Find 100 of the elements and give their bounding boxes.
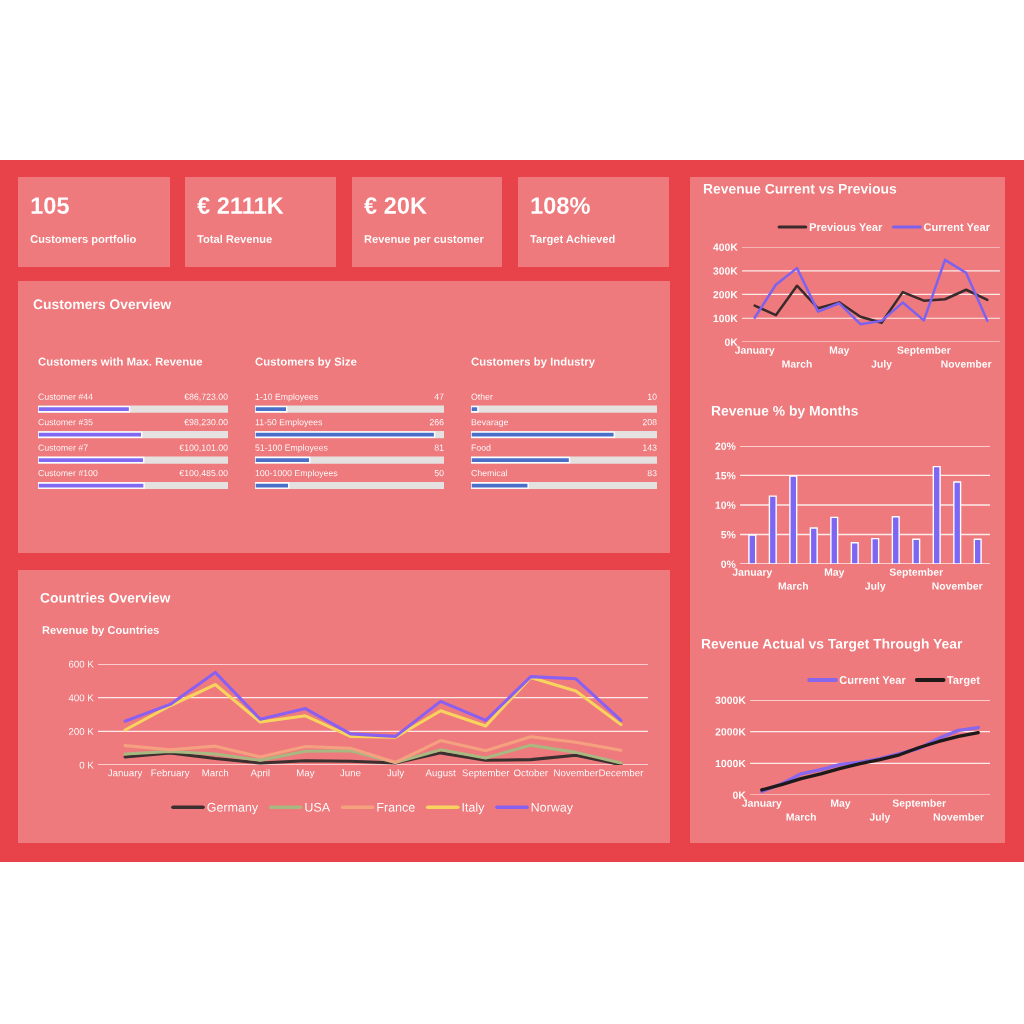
line-series [123, 751, 623, 765]
y-tick-label: 0 K [79, 761, 94, 769]
text: Target Achieved [530, 234, 615, 246]
text: Customers portfolio [30, 234, 136, 246]
chart-title: Customers by Industry [471, 357, 595, 368]
chart-title: Revenue Current vs Previous [703, 183, 897, 194]
x-tick-label: September [892, 799, 946, 809]
x-tick-label: January [741, 799, 782, 809]
x-tick-label: November [941, 360, 992, 368]
data-label: 10 [647, 393, 657, 400]
y-tick-label: Other [471, 393, 493, 400]
x-tick-label: March [778, 582, 808, 590]
data-label: 50 [434, 469, 444, 477]
y-tick-label: 10% [715, 501, 736, 509]
y-tick-label: 300K [713, 267, 738, 275]
chart-title: Revenue % by Months [711, 405, 858, 419]
data-label: €100,485.00 [179, 469, 228, 478]
y-tick-label: 5% [721, 531, 736, 539]
x-tick-label: November [933, 813, 984, 821]
data-label: €98,230.00 [184, 419, 228, 427]
legend-label: Target [946, 676, 980, 687]
legend-label: Current Year [839, 676, 906, 684]
y-tick-label: Customer #35 [38, 419, 93, 426]
data-label: 266 [429, 419, 444, 426]
x-tick-label: October [513, 769, 548, 777]
x-tick-label: May [829, 346, 850, 356]
bar [255, 456, 311, 464]
x-tick-label: March [202, 769, 229, 777]
y-tick-label: 0% [721, 560, 736, 568]
chart-title: Revenue Actual vs Target Through Year [701, 638, 963, 652]
y-tick-label: 600 K [68, 660, 94, 668]
x-tick-label: January [732, 568, 773, 578]
legend-label: Previous Year [809, 222, 883, 231]
x-tick-label: September [897, 346, 951, 356]
x-tick-label: March [786, 813, 816, 821]
y-tick-label: 51-100 Employees [255, 444, 328, 453]
legend-label: Current Year [923, 223, 990, 231]
chart-title: Customers by Size [255, 357, 357, 368]
bar [255, 405, 288, 413]
y-tick-label: 400K [713, 243, 738, 251]
x-tick-label: January [734, 346, 775, 356]
text: € 20K [364, 197, 427, 214]
x-tick-label: July [864, 582, 886, 592]
x-tick-label: July [387, 769, 405, 779]
x-tick-label: December [599, 769, 644, 777]
data-label: 81 [434, 444, 444, 451]
legend-label: Norway [531, 802, 573, 815]
text: Revenue per customer [364, 235, 484, 246]
legend-label: Germany [207, 802, 259, 815]
x-tick-label: April [250, 769, 270, 779]
data-label: €86,723.00 [184, 393, 228, 401]
data-label: 47 [434, 393, 444, 400]
line-series [753, 258, 989, 326]
x-tick-label: July [869, 813, 891, 823]
text: Customers Overview [33, 299, 172, 310]
y-tick-label: 3000K [715, 696, 746, 704]
y-tick-label: 20% [715, 442, 736, 450]
x-tick-label: February [151, 769, 190, 779]
x-tick-label: May [296, 769, 315, 779]
y-tick-label: 200 K [68, 728, 94, 735]
text: € 2111K [197, 197, 284, 214]
y-tick-label: 0K [732, 791, 746, 799]
legend-label: France [377, 802, 415, 812]
x-tick-label: November [554, 769, 599, 777]
legend-label: USA [305, 802, 331, 812]
y-tick-label: Bevarage [471, 419, 509, 427]
x-tick-label: January [107, 769, 143, 779]
y-tick-label: 2000K [715, 728, 746, 736]
data-label: 83 [647, 469, 657, 477]
x-tick-label: November [932, 582, 983, 590]
x-tick-label: March [782, 360, 812, 368]
y-tick-label: 15% [715, 472, 736, 480]
chart-subtitle: Revenue by Countries [42, 625, 159, 637]
data-label: 208 [642, 419, 657, 426]
x-tick-label: July [871, 360, 892, 370]
x-tick-label: September [462, 769, 510, 779]
y-tick-label: Customer #100 [38, 469, 98, 477]
y-tick-label: Chemical [471, 469, 507, 477]
data-label: 143 [643, 444, 657, 451]
y-tick-label: 1000K [715, 759, 746, 768]
y-tick-label: 400 K [68, 694, 94, 702]
x-tick-label: June [340, 769, 361, 777]
y-tick-label: 200K [713, 291, 738, 299]
x-tick-label: May [824, 568, 845, 578]
y-tick-label: 100-1000 Employees [255, 469, 338, 478]
line-series [123, 735, 623, 764]
y-tick-label: 100K [713, 314, 738, 323]
y-tick-label: 11-50 Employees [255, 418, 323, 427]
legend-label: Italy [462, 802, 485, 815]
y-tick-label: 1-10 Employees [255, 393, 318, 402]
y-tick-label: Customer #44 [38, 393, 93, 400]
data-label: €100,101.00 [179, 444, 228, 452]
chart-title: Customers with Max. Revenue [38, 357, 203, 366]
bar [255, 482, 290, 489]
text: Total Revenue [197, 234, 272, 243]
text: 108% [531, 197, 590, 214]
x-tick-label: September [889, 568, 943, 578]
x-tick-label: May [831, 799, 851, 809]
text: 105 [31, 197, 69, 214]
y-tick-label: Customer #7 [38, 444, 88, 451]
